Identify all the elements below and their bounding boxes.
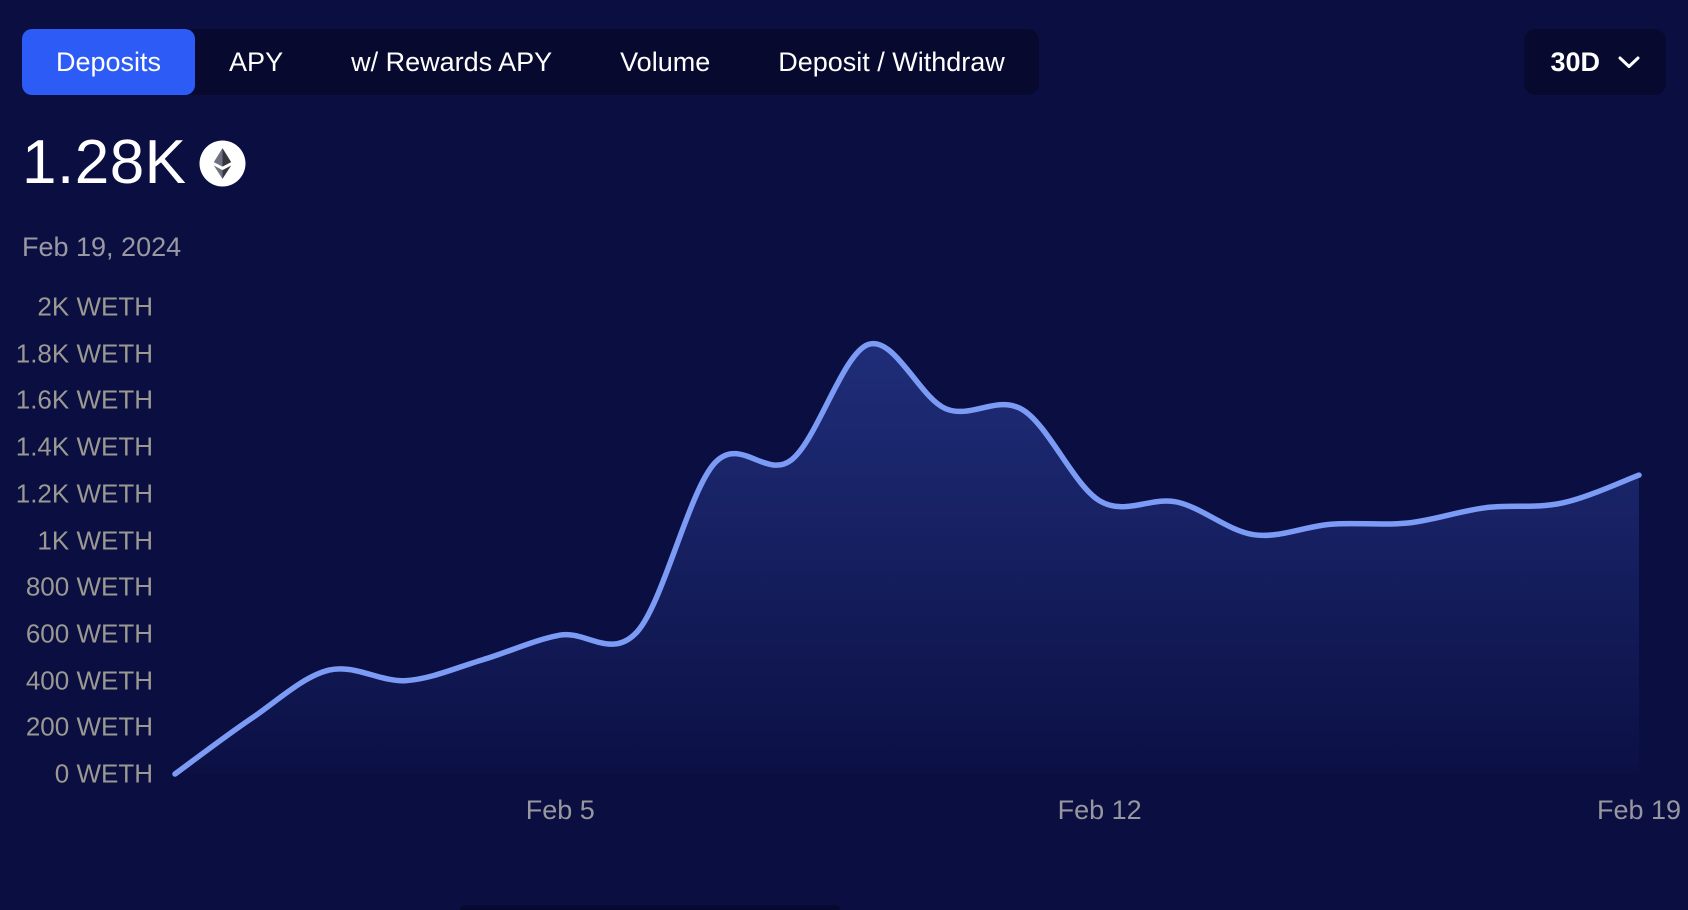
deposits-total-value: 1.28K bbox=[22, 128, 187, 197]
y-tick-label: 200 WETH bbox=[25, 711, 153, 742]
tab-deposits[interactable]: Deposits bbox=[22, 29, 196, 95]
y-tick-label: 400 WETH bbox=[25, 665, 153, 696]
timeframe-dropdown[interactable]: 30D bbox=[1524, 29, 1666, 95]
tab-deposit-withdraw[interactable]: Deposit / Withdraw bbox=[744, 29, 1039, 95]
x-tick-label: Feb 19 bbox=[1596, 795, 1682, 825]
y-tick-label: 1K WETH bbox=[37, 525, 153, 555]
tab-volume[interactable]: Volume bbox=[586, 29, 744, 95]
ethereum-icon bbox=[199, 140, 246, 187]
y-tick-label: 0 WETH bbox=[54, 758, 153, 789]
chart-line bbox=[172, 340, 1642, 777]
y-tick-label: 1.6K WETH bbox=[15, 384, 153, 415]
hero: 1.28K bbox=[22, 132, 246, 194]
lower-card-edge bbox=[460, 905, 840, 910]
chart-toolbar: Deposits APY w/ Rewards APY Volume Deposit /… bbox=[22, 29, 1666, 95]
y-axis: 2K WETH 1.8K WETH 1.6K WETH 1.4K WETH 1.2K W… bbox=[0, 292, 153, 789]
y-tick-label: 2K WETH bbox=[37, 291, 153, 322]
y-tick-label: 600 WETH bbox=[25, 618, 153, 649]
hero-date: Feb 19, 2024 bbox=[22, 232, 182, 262]
x-axis: Feb 5 Feb 12 Feb 19 bbox=[175, 795, 1681, 831]
timeframe-value: 30D bbox=[1550, 46, 1600, 77]
chevron-down-icon bbox=[1618, 56, 1640, 68]
tab-w-rewards-apy[interactable]: w/ Rewards APY bbox=[317, 29, 586, 95]
x-tick-label: Feb 12 bbox=[1057, 795, 1142, 825]
y-tick-label: 1.4K WETH bbox=[15, 431, 153, 462]
chart-area-fill bbox=[175, 343, 1639, 774]
y-tick-label: 1.8K WETH bbox=[15, 338, 153, 369]
x-tick-label: Feb 5 bbox=[525, 795, 595, 825]
y-tick-label: 1.2K WETH bbox=[15, 478, 153, 509]
tab-apy[interactable]: APY bbox=[195, 29, 317, 95]
chart-tabs: Deposits APY w/ Rewards APY Volume Deposit /… bbox=[22, 29, 1039, 95]
deposits-area-chart[interactable] bbox=[172, 307, 1642, 777]
y-tick-label: 800 WETH bbox=[25, 571, 153, 602]
